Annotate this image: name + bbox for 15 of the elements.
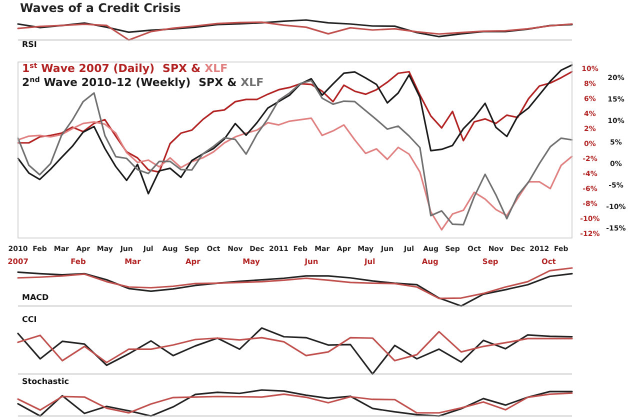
text: &: [227, 76, 237, 89]
line-series: [17, 117, 573, 231]
series-label: XLF: [240, 76, 264, 89]
text: CCI: [22, 315, 37, 324]
annotation: &: [191, 62, 202, 75]
line-series: [17, 64, 573, 194]
annotation: MACD: [22, 293, 50, 302]
text: SPX: [198, 76, 224, 89]
annotation: 1$^{st}$ Wave 2007 (Daily): [22, 60, 155, 75]
annotation: RSI: [22, 40, 37, 49]
text: Stochastic: [22, 377, 70, 386]
chart-title: Waves of a Credit Crisis: [20, 1, 181, 15]
text: SPX: [162, 62, 188, 75]
annotation: 2$^{nd}$ Wave 2010-12 (Weekly): [22, 74, 191, 89]
text: XLF: [204, 62, 228, 75]
